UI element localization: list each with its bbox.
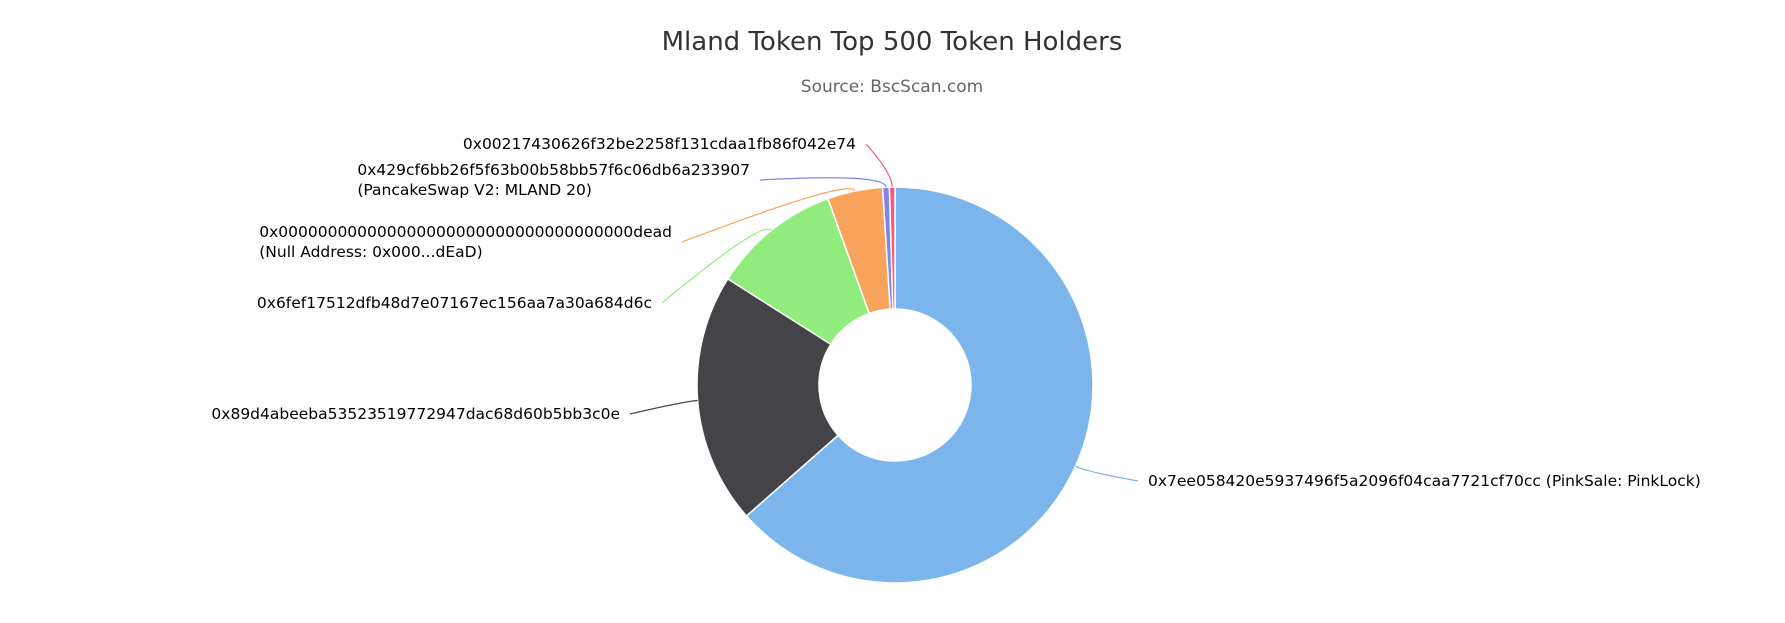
slice-label-line: 0x00217430626f32be2258f131cdaa1fb86f042e… — [463, 135, 856, 153]
slice-label-line: 0x000000000000000000000000000000000000de… — [259, 223, 672, 241]
pie-slice-3[interactable] — [726, 197, 871, 346]
chart-title: Mland Token Top 500 Token Holders — [662, 27, 1123, 57]
slice-label-2: 0x89d4abeeba53523519772947dac68d60b5bb3c… — [211, 405, 620, 423]
slice-label-1: 0x7ee058420e5937496f5a2096f04caa7721cf70… — [1148, 472, 1701, 490]
slice-label-3: 0x6fef17512dfb48d7e07167ec156aa7a30a684d… — [257, 294, 652, 312]
slice-label-line: 0x89d4abeeba53523519772947dac68d60b5bb3c… — [211, 405, 620, 423]
connector-line-6 — [865, 143, 893, 188]
connector-line-1 — [1075, 465, 1139, 482]
slice-label-6: 0x00217430626f32be2258f131cdaa1fb86f042e… — [463, 135, 856, 153]
slice-label-line: 0x6fef17512dfb48d7e07167ec156aa7a30a684d… — [257, 294, 652, 312]
connector-line-5 — [759, 177, 887, 188]
slice-label-line: (PancakeSwap V2: MLAND 20) — [357, 181, 592, 199]
slice-label-5: 0x429cf6bb26f5f63b00b58bb57f6c06db6a2339… — [357, 161, 750, 199]
connector-line-2 — [629, 399, 698, 415]
slice-label-line: 0x7ee058420e5937496f5a2096f04caa7721cf70… — [1148, 472, 1701, 490]
labels-layer: 0x7ee058420e5937496f5a2096f04caa7721cf70… — [211, 135, 1700, 490]
connector-line-4 — [681, 188, 856, 243]
slices-layer — [696, 186, 1094, 584]
chart-subtitle: Source: BscScan.com — [801, 77, 983, 97]
connectors-layer — [629, 143, 1139, 482]
slice-label-line: (Null Address: 0x000...dEaD) — [259, 243, 482, 261]
pie-slice-2[interactable] — [696, 277, 840, 517]
slice-label-4: 0x000000000000000000000000000000000000de… — [259, 223, 672, 261]
pie-slice-6[interactable] — [888, 186, 896, 310]
slice-label-line: 0x429cf6bb26f5f63b00b58bb57f6c06db6a2339… — [357, 161, 750, 179]
pie-slice-1[interactable] — [745, 186, 1094, 584]
connector-line-3 — [661, 228, 772, 304]
